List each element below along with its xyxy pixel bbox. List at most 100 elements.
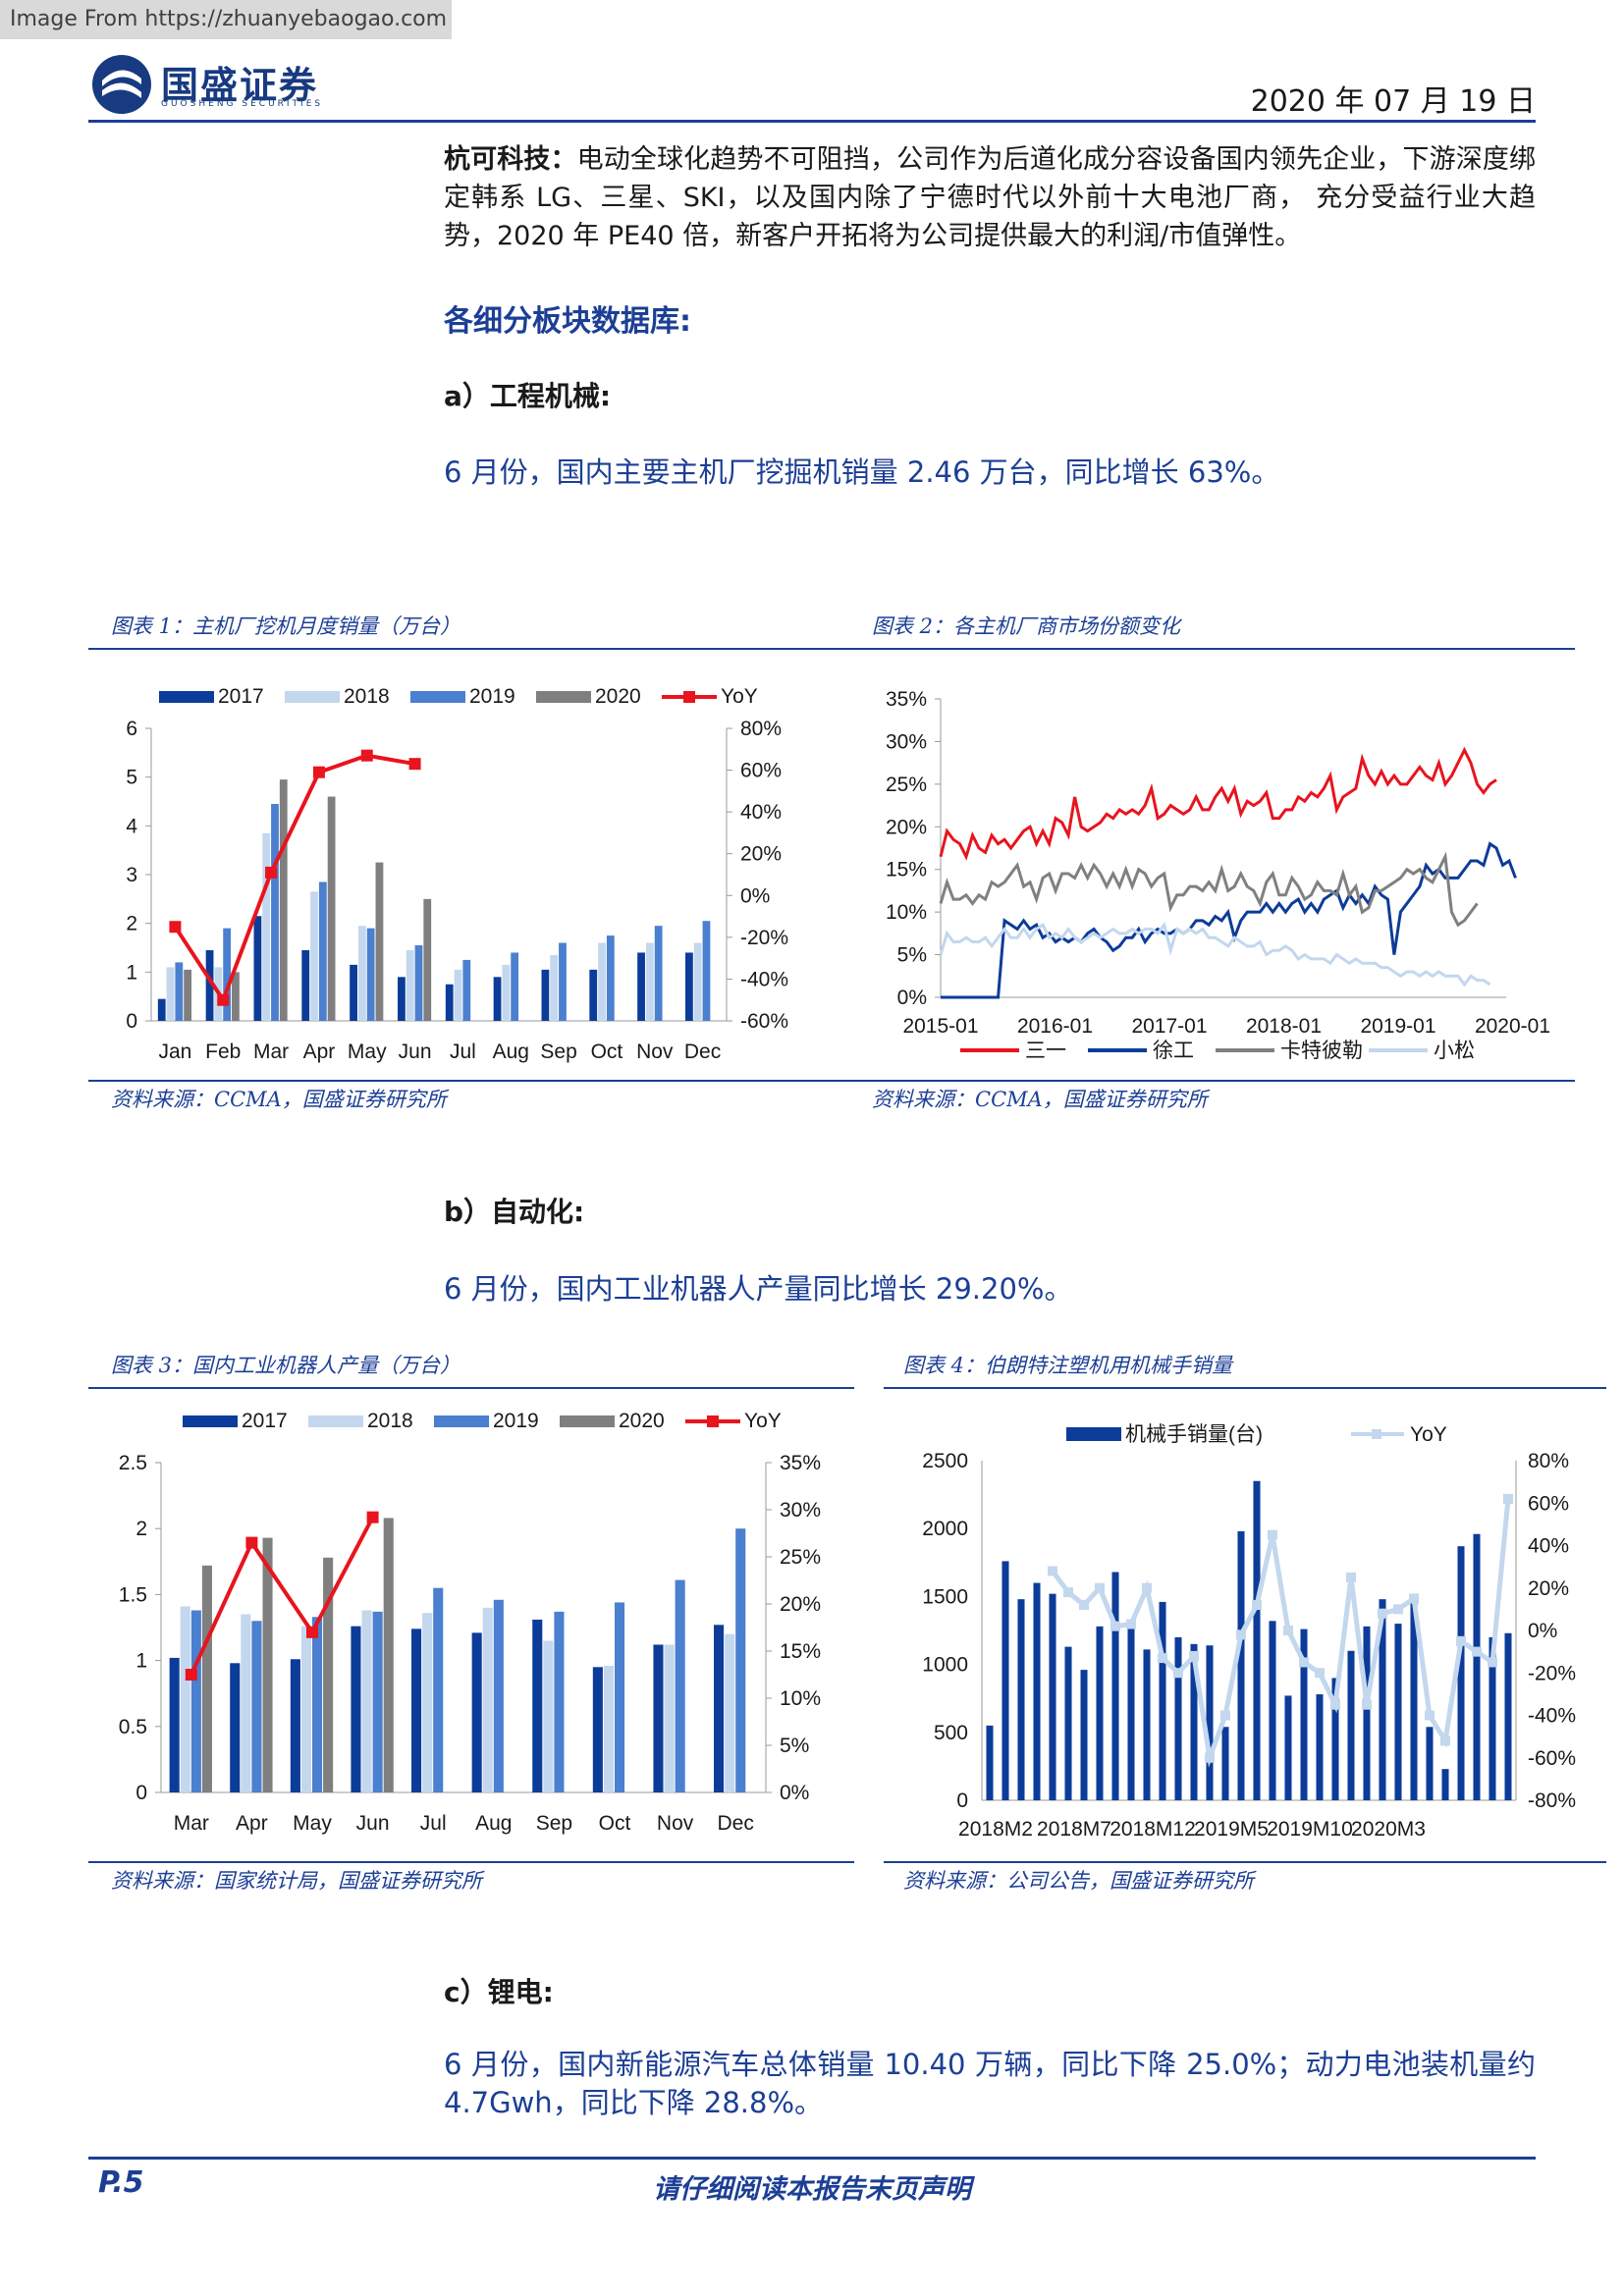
bar-2018 <box>598 942 606 1021</box>
bar-sales <box>1284 1695 1292 1800</box>
bar-2017 <box>169 1657 180 1792</box>
fig1-bottom-rule <box>88 1080 864 1082</box>
x-tick-label: 2017-01 <box>1131 1015 1207 1038</box>
bar-2018 <box>725 1633 735 1792</box>
yoy-point <box>1488 1657 1497 1668</box>
y2-tick-label: 60% <box>740 760 782 782</box>
bar-2020 <box>327 796 336 1021</box>
logo-text: 国盛证券 <box>161 64 319 107</box>
x-tick-label: Oct <box>599 1812 631 1835</box>
y-tick-label: 2000 <box>922 1518 968 1540</box>
bar-2020 <box>375 862 384 1021</box>
x-tick-label: 2019-01 <box>1360 1015 1435 1038</box>
fig2-top-rule <box>854 648 1575 650</box>
y-tick-label: 30% <box>886 730 927 753</box>
yoy-point <box>1063 1587 1073 1598</box>
yoy-point <box>265 866 278 879</box>
bar-2020 <box>201 1565 212 1792</box>
x-tick-label: 2018M12 <box>1110 1818 1196 1841</box>
y-tick-label: 35% <box>886 688 927 711</box>
bar-2017 <box>253 916 262 1021</box>
y-tick-label: 5% <box>897 944 927 967</box>
bar-2019 <box>511 952 519 1021</box>
yoy-point <box>306 1626 318 1638</box>
bar-2017 <box>205 949 214 1021</box>
x-tick-label: Jan <box>158 1041 191 1063</box>
bar-2017 <box>637 952 645 1021</box>
x-tick-label: 2015-01 <box>902 1015 978 1038</box>
bar-2018 <box>361 1610 372 1792</box>
bar-sales <box>1379 1599 1386 1800</box>
guosheng-logo-icon <box>92 55 151 114</box>
bar-sales <box>1049 1593 1056 1800</box>
page-number: P.5 <box>98 2165 144 2200</box>
yoy-point <box>1205 1752 1215 1763</box>
bar-2019 <box>735 1528 746 1792</box>
x-tick-label: Jun <box>399 1041 432 1063</box>
bar-sales <box>1441 1769 1449 1800</box>
y-tick-label: 0 <box>956 1789 968 1812</box>
yoy-point <box>1378 1608 1387 1619</box>
bar-2018 <box>645 942 654 1021</box>
legend-label: 2018 <box>344 685 390 708</box>
bar-sales <box>1096 1626 1104 1800</box>
y2-tick-label: 40% <box>740 801 782 824</box>
bar-2018 <box>543 1640 554 1792</box>
y-tick-label: 1 <box>126 961 137 984</box>
x-tick-label: Feb <box>205 1041 241 1063</box>
bar-sales <box>1127 1624 1135 1800</box>
yoy-point <box>1079 1600 1089 1611</box>
watermark: Image From https://zhuanyebaogao.com <box>0 0 452 39</box>
report-date: 2020 年 07 月 19 日 <box>1250 84 1536 119</box>
fig3-title: 图表 3：国内工业机器人产量（万台） <box>111 1354 461 1377</box>
bar-2019 <box>615 1602 625 1792</box>
bar-2017 <box>411 1629 422 1792</box>
legend-swatch-2020 <box>560 1415 615 1427</box>
bar-2019 <box>223 928 232 1021</box>
yoy-point <box>245 1536 258 1549</box>
logo-subtitle: GUOSHENG SECURITIES <box>161 99 324 109</box>
y2-tick-label: 0% <box>1528 1620 1557 1642</box>
bar-2020 <box>232 972 240 1021</box>
bar-sales <box>1190 1643 1198 1800</box>
bar-2019 <box>312 1617 323 1792</box>
text-c: 6 月份，国内新能源汽车总体销量 10.40 万辆，同比下降 25.0%；动力电… <box>444 2048 1536 2119</box>
yoy-point <box>217 993 230 1006</box>
y-tick-label: 1 <box>135 1650 147 1673</box>
y2-tick-label: -60% <box>1528 1747 1576 1770</box>
bar-2018 <box>357 926 366 1021</box>
bar-2018 <box>454 969 462 1021</box>
legend-marker-yoy <box>1372 1429 1381 1439</box>
bar-2018 <box>603 1665 614 1792</box>
y2-tick-label: 20% <box>1528 1577 1569 1600</box>
y-tick-label: 0 <box>126 1010 137 1033</box>
bar-2019 <box>554 1611 565 1792</box>
x-tick-label: Sep <box>540 1041 576 1063</box>
bar-2017 <box>445 984 454 1021</box>
bar-2019 <box>433 1587 444 1792</box>
footer-notice: 请仔细阅读本报告末页声明 <box>653 2174 971 2205</box>
bar-2017 <box>471 1632 482 1792</box>
bar-2017 <box>398 977 406 1021</box>
y-tick-label: 0 <box>135 1782 147 1804</box>
legend-swatch-2017 <box>183 1415 238 1427</box>
bar-2017 <box>532 1619 543 1792</box>
y-tick-label: 6 <box>126 718 137 740</box>
x-tick-label: Nov <box>636 1041 674 1063</box>
fig4-source: 资料来源：公司公告，国盛证券研究所 <box>903 1869 1254 1893</box>
y-tick-label: 1500 <box>922 1585 968 1608</box>
y-tick-label: 2 <box>126 913 137 935</box>
yoy-point <box>1189 1650 1199 1661</box>
bar-sales <box>1221 1727 1229 1800</box>
x-tick-label: Mar <box>174 1812 209 1835</box>
fig3-top-rule <box>88 1387 854 1389</box>
x-tick-label: 2018M2 <box>958 1818 1033 1841</box>
legend-swatch-2020 <box>536 691 591 703</box>
bar-sales <box>1331 1678 1339 1800</box>
y2-tick-label: 0% <box>780 1782 809 1804</box>
x-tick-label: Dec <box>684 1041 721 1063</box>
bar-2017 <box>541 969 550 1021</box>
bar-2019 <box>190 1610 201 1792</box>
bar-2017 <box>351 1626 361 1792</box>
bar-2017 <box>653 1644 664 1792</box>
